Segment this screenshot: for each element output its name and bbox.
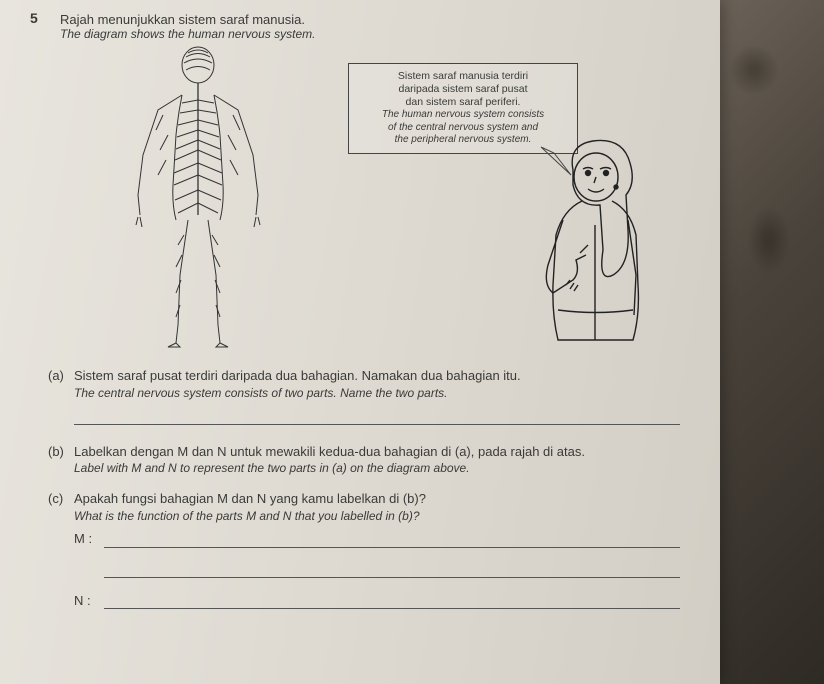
answer-line[interactable] — [74, 407, 680, 425]
speech-bm-3: dan sistem saraf periferi. — [357, 96, 569, 109]
part-a-en: The central nervous system consists of t… — [74, 385, 680, 401]
question-header: Rajah menunjukkan sistem saraf manusia. … — [60, 12, 680, 41]
part-a: (a) Sistem saraf pusat terdiri daripada … — [48, 367, 680, 429]
part-a-label: (a) — [48, 367, 74, 429]
header-en: The diagram shows the human nervous syst… — [60, 27, 680, 41]
figure-area: Sistem saraf manusia terdiri daripada si… — [48, 45, 680, 355]
m-label: M : — [74, 530, 104, 548]
part-b: (b) Labelkan dengan M dan N untuk mewaki… — [48, 443, 680, 477]
part-c-label: (c) — [48, 490, 74, 609]
part-b-label: (b) — [48, 443, 74, 477]
answer-line[interactable] — [104, 532, 680, 548]
part-c: (c) Apakah fungsi bahagian M dan N yang … — [48, 490, 680, 609]
speech-bm-1: Sistem saraf manusia terdiri — [357, 70, 569, 83]
worksheet-paper: 5 Rajah menunjukkan sistem saraf manusia… — [0, 0, 720, 684]
part-c-en: What is the function of the parts M and … — [74, 508, 680, 524]
n-label: N : — [74, 592, 104, 610]
part-a-bm: Sistem saraf pusat terdiri daripada dua … — [74, 367, 680, 385]
answer-line[interactable] — [104, 593, 680, 609]
nervous-system-diagram — [118, 45, 278, 350]
header-bm: Rajah menunjukkan sistem saraf manusia. — [60, 12, 680, 27]
table-surface — [714, 0, 824, 684]
part-b-bm: Labelkan dengan M dan N untuk mewakili k… — [74, 443, 680, 461]
part-c-bm: Apakah fungsi bahagian M dan N yang kamu… — [74, 490, 680, 508]
speech-en-1: The human nervous system consists — [357, 109, 569, 122]
part-b-en: Label with M and N to represent the two … — [74, 460, 680, 476]
speech-bm-2: daripada sistem saraf pusat — [357, 83, 569, 96]
question-number: 5 — [30, 10, 38, 26]
speech-en-2: of the central nervous system and — [357, 122, 569, 135]
girl-character — [518, 135, 688, 350]
answer-line[interactable] — [104, 562, 680, 578]
sub-questions: (a) Sistem saraf pusat terdiri daripada … — [48, 367, 680, 609]
